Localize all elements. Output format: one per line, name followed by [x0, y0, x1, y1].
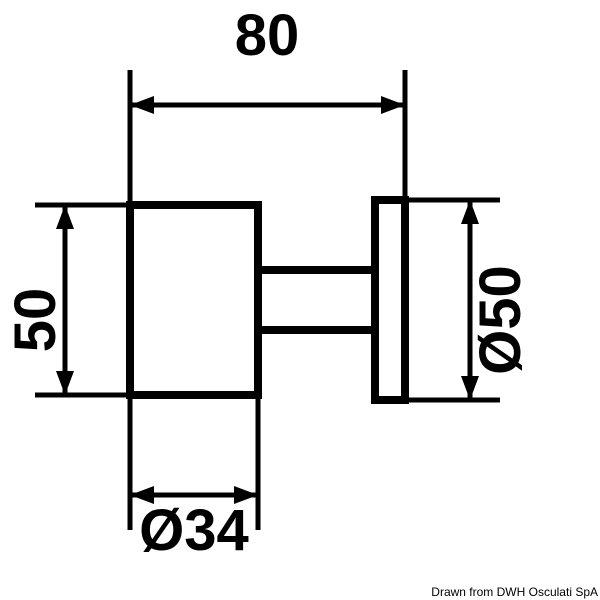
arrowhead	[130, 96, 154, 114]
arrowhead	[56, 205, 74, 229]
part-head	[375, 200, 405, 400]
credit-text: Drawn from DWH Osculati SpA	[431, 585, 598, 599]
arrowhead	[56, 371, 74, 395]
dim-right-label: Ø50	[468, 265, 533, 375]
dim-top-label: 80	[235, 3, 300, 68]
arrowhead	[461, 376, 479, 400]
dim-left-label: 50	[3, 288, 68, 353]
arrowhead	[381, 96, 405, 114]
dim-bottom-label: Ø34	[139, 498, 249, 563]
part-body	[130, 205, 258, 395]
arrowhead	[461, 200, 479, 224]
dimension-drawing: 80 50 Ø50 Ø34 Drawn from DWH Osculati SpA	[0, 0, 600, 600]
